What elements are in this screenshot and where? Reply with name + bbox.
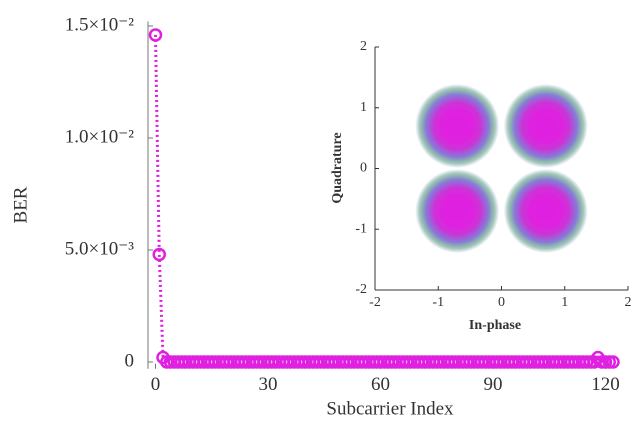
x-tick-label: 60 [371, 374, 390, 395]
cluster-core [439, 107, 476, 144]
cluster [503, 169, 588, 254]
y-tick-label: 1.5×10⁻² [65, 14, 134, 35]
cluster [415, 169, 500, 254]
cluster [503, 83, 588, 168]
point [148, 28, 163, 42]
y-axis-label: BER [10, 186, 31, 223]
inset-x-tick-label: 0 [498, 295, 505, 310]
x-tick-label: 0 [151, 374, 161, 395]
inset-x-tick-label: 2 [625, 295, 632, 310]
cluster [415, 83, 500, 168]
y-tick-label: 5.0×10⁻³ [65, 238, 134, 259]
inset-y-tick-label: 1 [360, 100, 367, 115]
point [152, 247, 166, 262]
inset-x-tick-label: 1 [561, 295, 568, 310]
series-line [154, 34, 613, 364]
x-tick-label: 30 [259, 374, 278, 395]
inset-x-tick-label: -1 [432, 295, 444, 310]
inset-bg [375, 47, 628, 290]
point [606, 355, 620, 369]
x-axis-label: Subcarrier Index [326, 398, 454, 419]
y-tick-label: 1.0×10⁻² [65, 126, 134, 147]
inset-x-label: In-phase [469, 318, 521, 333]
inset-y-tick-label: 2 [360, 39, 367, 54]
cluster-core [527, 193, 564, 230]
inset-y-label: Quadrature [330, 132, 345, 203]
x-tick-label: 120 [591, 374, 620, 395]
cluster-core [527, 107, 564, 144]
cluster-core [439, 193, 476, 230]
y-tick-label: 0 [125, 350, 135, 371]
inset-y-tick-label: -1 [355, 221, 367, 236]
inset-x-tick-label: -2 [369, 295, 381, 310]
inset-y-tick-label: -2 [355, 282, 367, 297]
inset-y-tick-label: 0 [360, 161, 367, 176]
x-tick-label: 90 [484, 374, 503, 395]
